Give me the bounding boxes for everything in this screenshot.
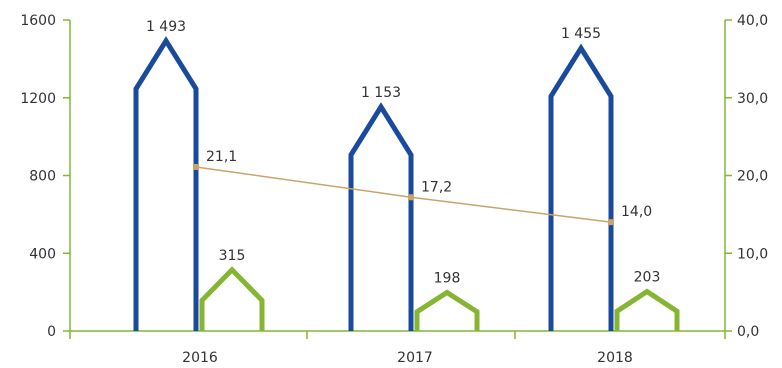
left-tick-label: 1200 (20, 91, 56, 107)
bar-secondary-label: 315 (219, 248, 246, 264)
line-point-label: 17,2 (421, 179, 452, 195)
right-tick-label: 0,0 (737, 324, 759, 340)
bar-primary-label: 1 493 (146, 19, 186, 35)
bar-secondary-label: 203 (634, 270, 661, 286)
marks (133, 36, 680, 331)
line-point-label: 14,0 (621, 204, 652, 220)
bar-primary (348, 102, 414, 331)
axes (63, 19, 732, 339)
right-tick-label: 40,0 (737, 13, 768, 29)
bar-secondary (414, 289, 480, 331)
bar-primary-label: 1 153 (361, 85, 401, 101)
bar-primary-label: 1 455 (561, 26, 601, 42)
right-tick-label: 10,0 (737, 246, 768, 262)
line-point (608, 219, 614, 226)
left-tick-label: 800 (29, 169, 56, 185)
bar-primary (133, 36, 199, 331)
labels: 0 400 800 1200 1600 0,0 10,0 20,0 30,0 40,0 2016 20… (20, 13, 768, 366)
bar-secondary-label: 198 (434, 271, 461, 287)
bar-primary (548, 43, 614, 331)
line-point-label: 21,1 (206, 149, 237, 165)
line-point (193, 163, 199, 170)
x-tick-label: 2017 (397, 350, 433, 366)
line-point (408, 194, 414, 201)
bar-secondary (199, 266, 265, 331)
right-tick-label: 20,0 (737, 169, 768, 185)
bar-secondary (614, 288, 680, 331)
left-tick-label: 0 (47, 324, 56, 340)
left-tick-label: 400 (29, 246, 56, 262)
left-tick-label: 1600 (20, 13, 56, 29)
x-tick-label: 2016 (182, 350, 218, 366)
x-tick-label: 2018 (597, 350, 633, 366)
right-tick-label: 30,0 (737, 91, 768, 107)
